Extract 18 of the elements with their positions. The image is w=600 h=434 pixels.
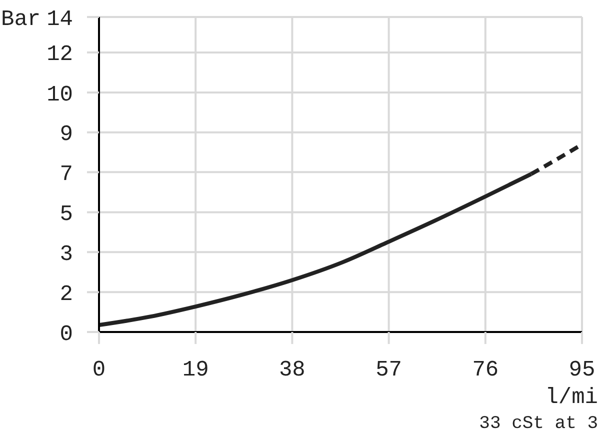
y-tick-label: 2 bbox=[60, 282, 73, 307]
y-tick-label: 12 bbox=[46, 42, 73, 68]
y-tick-label: 7 bbox=[60, 162, 73, 187]
y-tick-label: 0 bbox=[60, 322, 73, 347]
y-tick-label: 9 bbox=[60, 122, 73, 148]
x-tick-label: 0 bbox=[92, 358, 106, 383]
y-tick-label: 3 bbox=[60, 242, 73, 267]
x-tick-label: 19 bbox=[182, 358, 209, 383]
x-tick-label: 95 bbox=[568, 358, 596, 383]
y-tick-label: 5 bbox=[60, 202, 73, 228]
x-tick-label: 57 bbox=[376, 358, 402, 383]
text: 33 cSt at 3 bbox=[479, 414, 598, 434]
x-tick-label: 76 bbox=[472, 358, 499, 383]
y-tick-label: 14 bbox=[46, 6, 73, 32]
y-axis-title: Bar bbox=[1, 7, 41, 32]
x-axis-title: l/mi bbox=[545, 385, 598, 410]
x-tick-label: 38 bbox=[278, 358, 306, 383]
y-tick-label: 10 bbox=[46, 82, 73, 108]
